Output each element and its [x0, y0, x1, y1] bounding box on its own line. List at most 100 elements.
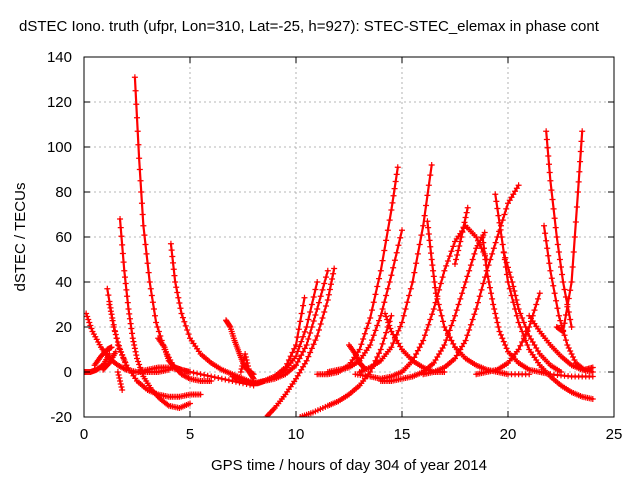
data-point	[388, 272, 395, 279]
data-point	[395, 242, 402, 249]
data-point	[293, 353, 299, 360]
data-point	[558, 264, 564, 270]
x-axis-label: GPS time / hours of day 304 of year 2014	[211, 457, 487, 474]
data-point	[391, 185, 398, 192]
data-point	[300, 333, 307, 340]
data-point	[121, 358, 128, 365]
data-point	[509, 279, 516, 285]
data-point	[515, 319, 522, 326]
data-point	[132, 87, 139, 94]
data-point	[368, 307, 375, 314]
data-point	[560, 328, 567, 335]
data-point	[149, 299, 156, 306]
data-point	[500, 249, 507, 256]
data-point	[293, 342, 299, 348]
data-point	[573, 204, 580, 210]
data-point	[391, 257, 398, 264]
data-point	[481, 229, 488, 236]
series-line	[545, 130, 573, 329]
data-point	[564, 303, 571, 310]
data-point	[416, 241, 423, 248]
data-point	[204, 372, 211, 379]
data-point	[520, 319, 527, 326]
data-point	[544, 245, 551, 252]
data-point	[132, 348, 139, 355]
data-point	[409, 279, 416, 285]
data-point	[365, 320, 372, 327]
data-series-6	[117, 216, 193, 411]
data-series-8	[131, 74, 215, 384]
data-point	[543, 237, 550, 244]
data-point	[551, 290, 558, 297]
data-point	[524, 342, 531, 348]
data-point	[315, 327, 322, 333]
data-point	[173, 284, 180, 291]
data-point	[555, 312, 562, 319]
data-point	[414, 250, 421, 257]
data-point	[444, 330, 451, 337]
data-point	[457, 295, 464, 302]
data-point	[460, 224, 467, 231]
data-series-21	[346, 342, 367, 371]
data-point	[399, 319, 405, 326]
data-point	[425, 231, 432, 237]
x-tick-label: 15	[394, 426, 411, 443]
data-point	[390, 340, 397, 347]
y-tick-label: 0	[64, 364, 72, 381]
data-point	[383, 237, 390, 244]
data-point	[570, 249, 577, 255]
data-point	[446, 253, 453, 260]
data-point	[464, 273, 471, 280]
data-point	[425, 321, 432, 328]
data-point	[393, 171, 400, 178]
data-point	[287, 353, 294, 360]
data-point	[138, 200, 145, 207]
data-point	[368, 337, 375, 344]
data-point	[444, 258, 451, 264]
x-tick-label: 0	[80, 426, 88, 443]
data-point	[533, 301, 540, 308]
data-point	[546, 169, 553, 176]
data-point	[461, 219, 468, 226]
data-point	[110, 321, 117, 328]
data-point	[568, 324, 575, 330]
data-point	[437, 307, 444, 314]
y-tick-label: 80	[55, 184, 72, 201]
data-point	[430, 273, 437, 280]
data-point	[494, 319, 501, 326]
data-point	[562, 312, 569, 318]
data-point	[379, 306, 386, 312]
data-point	[459, 290, 466, 297]
data-point	[324, 267, 331, 274]
data-point	[387, 325, 394, 332]
data-point	[389, 199, 396, 206]
data-point	[108, 344, 115, 351]
data-point	[455, 301, 462, 308]
data-point	[117, 378, 124, 384]
data-point	[116, 375, 123, 381]
data-point	[86, 319, 93, 326]
y-tick-label: 100	[47, 139, 72, 156]
data-point	[312, 337, 319, 344]
data-point	[515, 306, 522, 312]
data-point	[382, 310, 389, 317]
data-point	[117, 348, 124, 355]
data-point	[471, 250, 478, 257]
data-series-31	[473, 290, 543, 378]
data-point	[128, 325, 135, 332]
data-point	[127, 320, 134, 327]
data-point	[474, 299, 481, 306]
data-point	[420, 222, 427, 229]
data-point	[133, 352, 140, 359]
data-point	[462, 214, 469, 221]
data-point	[307, 330, 314, 336]
data-point	[427, 243, 434, 250]
data-point	[429, 262, 436, 269]
data-point	[197, 391, 204, 398]
data-point	[370, 332, 377, 339]
data-point	[104, 285, 111, 292]
data-point	[170, 266, 177, 273]
data-point	[388, 344, 395, 351]
data-point	[225, 377, 232, 384]
data-point	[142, 241, 149, 248]
